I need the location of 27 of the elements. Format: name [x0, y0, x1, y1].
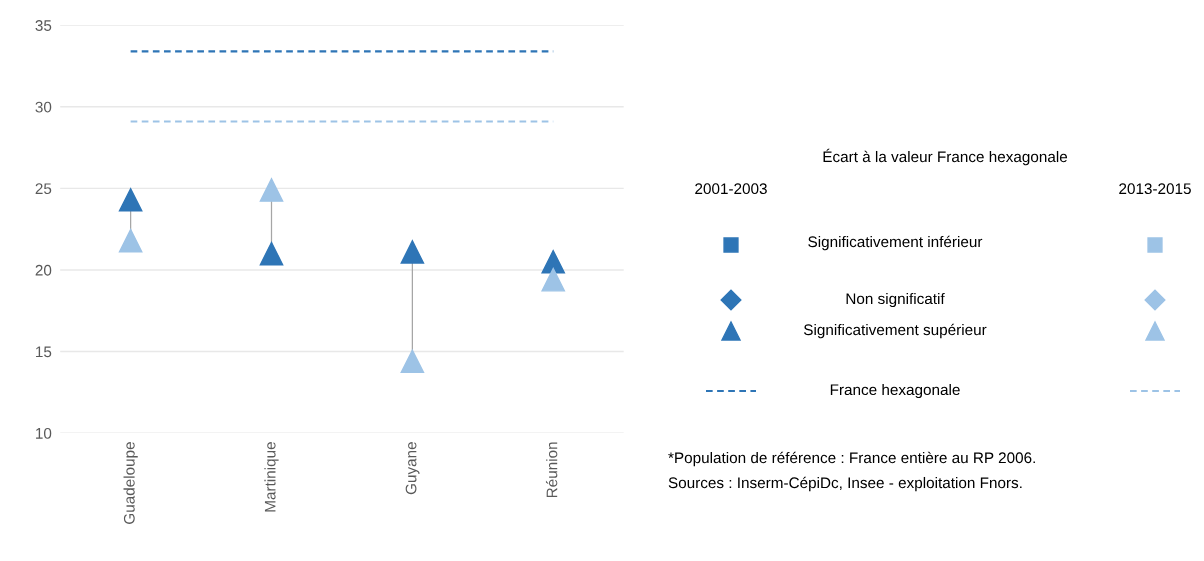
point [118, 187, 143, 212]
point [259, 178, 284, 202]
point [541, 249, 566, 274]
text: Significativement inférieur [808, 235, 983, 251]
text: Significativement supérieur [803, 323, 987, 339]
legend-title: Écart à la valeur France hexagonale [823, 148, 1068, 166]
point [259, 241, 284, 266]
text: *Population de référence : France entière au RP 2006. [668, 451, 1035, 467]
y-tick-label: 30 [35, 101, 52, 113]
text: 2001-2003 [695, 183, 767, 195]
text: 2013-2015 [1119, 183, 1191, 195]
y-tick-label: 15 [36, 346, 52, 358]
text: France hexagonale [830, 383, 960, 399]
x-tick-label: Guadeloupe [123, 442, 138, 524]
x-tick-label: Martinique [264, 442, 279, 512]
y-tick-label: 20 [35, 264, 52, 276]
source-note: Sources : Inserm-CépiDc, Insee - exploitation Fnors. [668, 476, 1022, 492]
point [118, 228, 143, 253]
x-tick-label: Réunion [545, 442, 558, 498]
y-tick-label: 25 [35, 183, 52, 195]
text: Non significatif [846, 292, 945, 308]
x-tick-label: Guyane [405, 442, 420, 495]
point [400, 349, 425, 374]
y-tick-label: 35 [35, 20, 52, 31]
y-tick-label: 10 [36, 427, 52, 439]
point [541, 267, 566, 292]
point [400, 240, 425, 264]
